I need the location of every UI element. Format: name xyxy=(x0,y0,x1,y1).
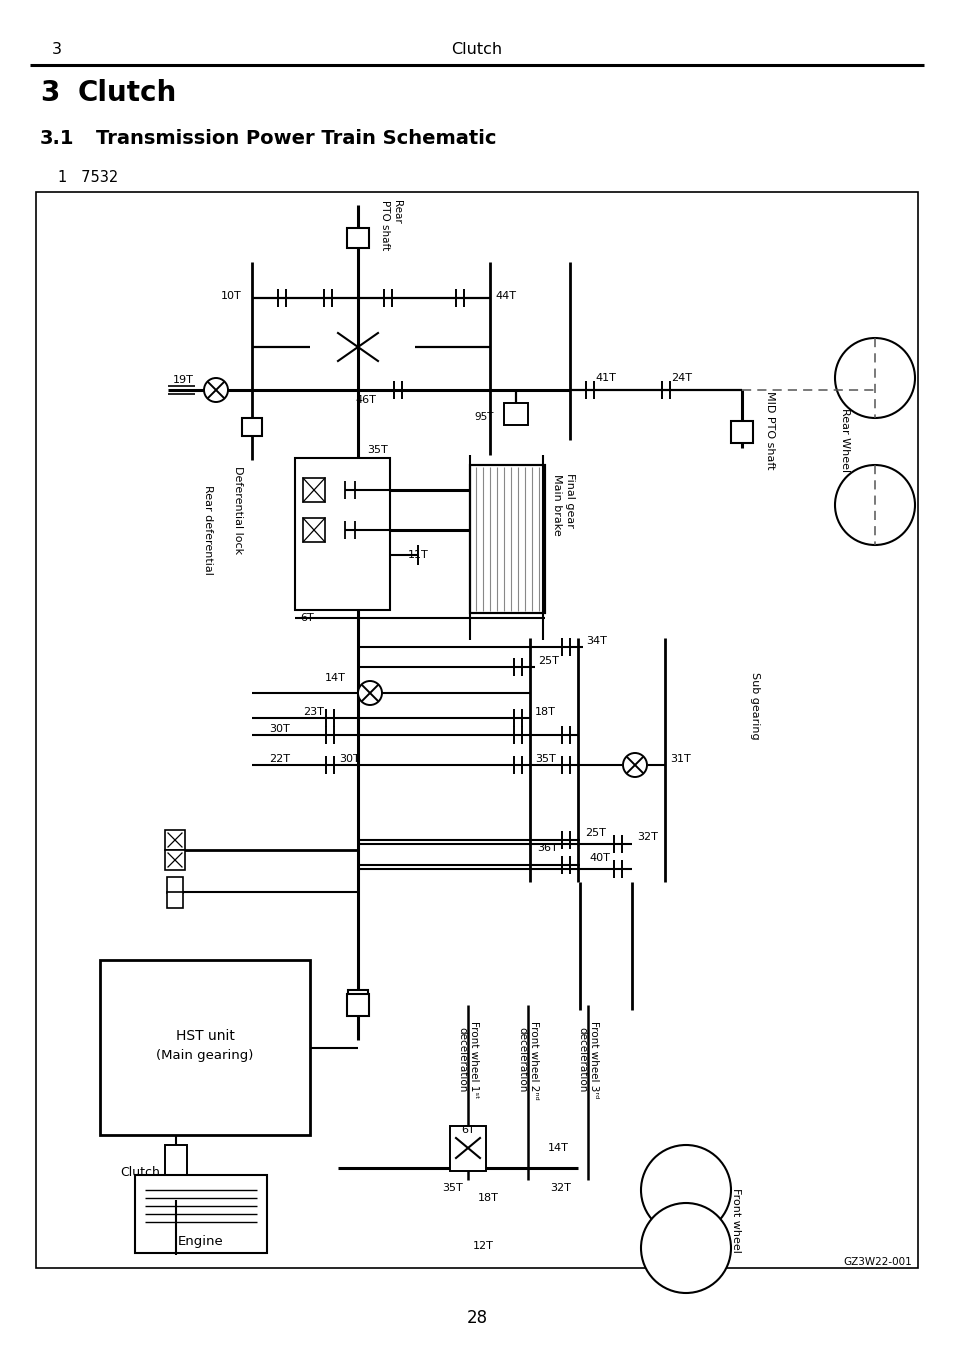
Bar xyxy=(100,961,310,1135)
Bar xyxy=(503,403,527,426)
Text: 31T: 31T xyxy=(669,754,690,765)
Text: 25T: 25T xyxy=(584,828,605,838)
Text: 3: 3 xyxy=(52,42,62,58)
Bar xyxy=(470,465,544,613)
Text: 11T: 11T xyxy=(408,550,428,561)
Circle shape xyxy=(357,681,381,705)
Text: 35T: 35T xyxy=(535,754,556,765)
Circle shape xyxy=(834,338,914,417)
Text: Transmission Power Train Schematic: Transmission Power Train Schematic xyxy=(96,128,496,147)
Text: 14T: 14T xyxy=(547,1143,568,1152)
Bar xyxy=(165,830,185,850)
Text: MID PTO shaft: MID PTO shaft xyxy=(764,390,774,469)
Text: 25T: 25T xyxy=(537,657,558,666)
Text: Sub gearing: Sub gearing xyxy=(749,673,760,740)
Text: 6T: 6T xyxy=(299,613,314,623)
Bar xyxy=(470,465,544,613)
Text: 6T: 6T xyxy=(460,1125,475,1135)
Text: (Main gearing): (Main gearing) xyxy=(156,1048,253,1062)
Circle shape xyxy=(204,378,228,403)
Text: Rear deferential: Rear deferential xyxy=(203,485,213,576)
Bar xyxy=(347,994,369,1016)
Text: GZ3W22-001: GZ3W22-001 xyxy=(842,1256,911,1267)
Bar xyxy=(348,990,368,1011)
Bar xyxy=(168,258,689,632)
Bar xyxy=(415,1005,682,1179)
Text: 10T: 10T xyxy=(221,290,242,301)
Text: 30T: 30T xyxy=(269,724,290,734)
Text: 1   7532: 1 7532 xyxy=(58,169,118,185)
Circle shape xyxy=(640,1202,730,1293)
Text: 14T: 14T xyxy=(325,673,346,684)
Circle shape xyxy=(640,1146,730,1235)
Text: Front wheel 2ⁿᵈ
deceleration: Front wheel 2ⁿᵈ deceleration xyxy=(517,1020,538,1100)
Text: Engine: Engine xyxy=(178,1235,224,1247)
Text: 24T: 24T xyxy=(670,373,691,382)
Text: 36T: 36T xyxy=(537,843,558,852)
Text: Clutch: Clutch xyxy=(78,78,177,107)
Circle shape xyxy=(834,465,914,544)
Text: 18T: 18T xyxy=(477,1193,498,1202)
Text: 19T: 19T xyxy=(172,376,193,385)
Text: 35T: 35T xyxy=(367,444,388,455)
Text: 12T: 12T xyxy=(473,1242,494,1251)
Bar xyxy=(165,1146,187,1200)
Text: 34T: 34T xyxy=(585,636,606,646)
Text: HST unit: HST unit xyxy=(175,1028,234,1043)
Bar xyxy=(294,458,390,611)
Bar xyxy=(167,877,183,893)
Text: Front wheel 1ˢᵗ
deceleration: Front wheel 1ˢᵗ deceleration xyxy=(456,1021,478,1098)
Bar xyxy=(303,517,325,542)
Text: 44T: 44T xyxy=(495,290,516,301)
Bar xyxy=(242,417,262,436)
Text: Clutch: Clutch xyxy=(451,42,502,58)
Bar xyxy=(135,1175,267,1252)
Text: 30T: 30T xyxy=(339,754,360,765)
Text: 46T: 46T xyxy=(355,394,376,405)
Text: 95T: 95T xyxy=(474,412,494,422)
Text: 23T: 23T xyxy=(303,707,323,717)
Text: 32T: 32T xyxy=(550,1183,570,1193)
Text: 40T: 40T xyxy=(589,852,609,863)
Text: Deferential lock: Deferential lock xyxy=(233,466,243,554)
Text: 32T: 32T xyxy=(637,832,658,842)
Circle shape xyxy=(622,753,646,777)
Bar xyxy=(347,228,369,249)
Text: Final gear: Final gear xyxy=(564,473,575,527)
Bar xyxy=(730,422,752,443)
Text: 28: 28 xyxy=(466,1309,487,1327)
Text: 41T: 41T xyxy=(595,373,616,382)
Text: Front wheel: Front wheel xyxy=(730,1188,740,1252)
Text: Front wheel 3ʳᵈ
deceleration: Front wheel 3ʳᵈ deceleration xyxy=(577,1021,598,1098)
Text: Rear Wheel: Rear Wheel xyxy=(840,408,849,471)
Bar xyxy=(168,634,738,882)
Text: 35T: 35T xyxy=(442,1183,462,1193)
Text: Clutch: Clutch xyxy=(120,1166,160,1179)
Text: 18T: 18T xyxy=(535,707,556,717)
Text: Main brake: Main brake xyxy=(552,474,561,536)
Bar xyxy=(165,850,185,870)
Bar xyxy=(167,892,183,908)
Bar xyxy=(242,455,512,640)
Text: 3: 3 xyxy=(40,78,59,107)
Bar xyxy=(303,478,325,503)
Text: 3.1: 3.1 xyxy=(40,128,74,147)
Bar xyxy=(36,192,917,1269)
Bar xyxy=(450,1125,485,1171)
Text: Rear
PTO shaft: Rear PTO shaft xyxy=(379,200,401,250)
Text: 22T: 22T xyxy=(269,754,290,765)
